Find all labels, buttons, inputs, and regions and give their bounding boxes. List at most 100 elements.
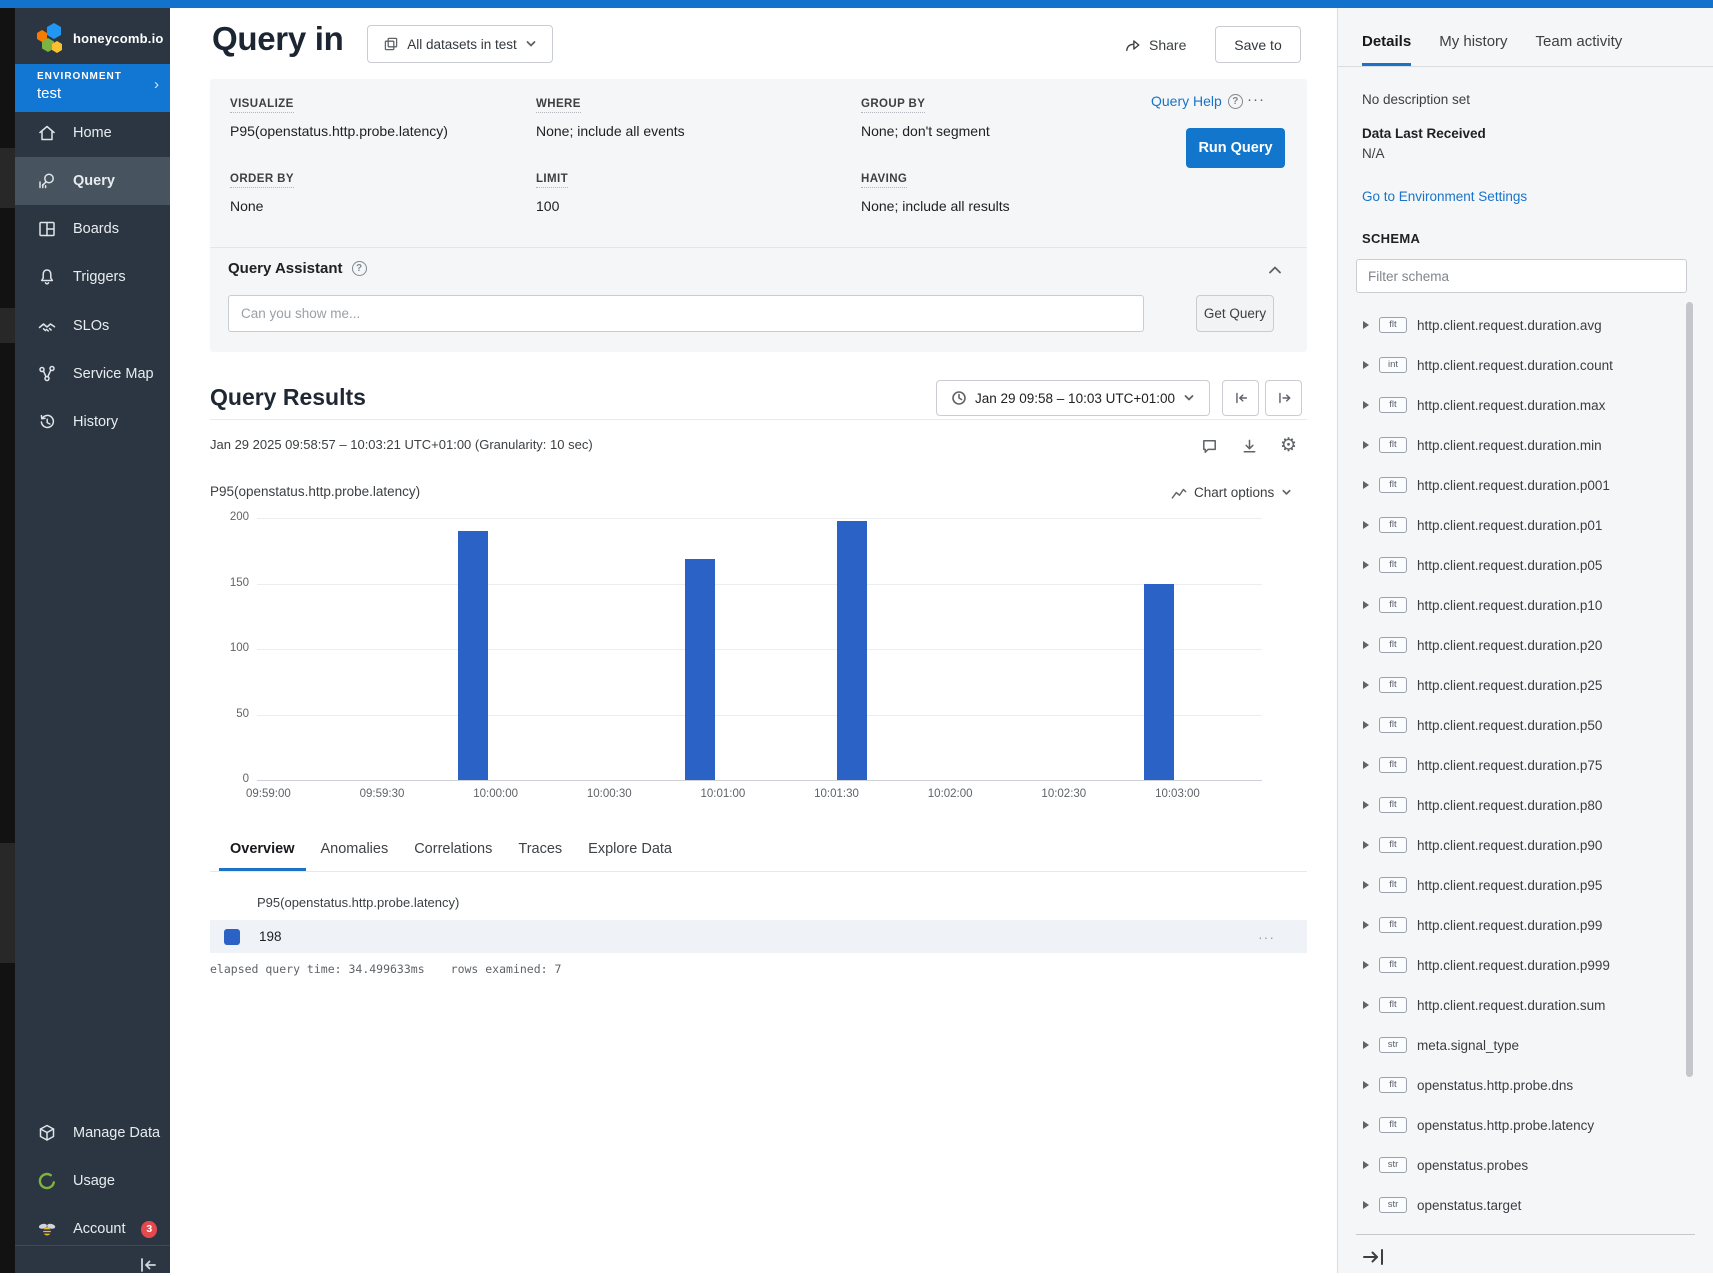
where-field[interactable]: WHERE None; include all events [536,94,685,139]
row-menu-icon[interactable]: ··· [1258,929,1275,945]
tab-correlations[interactable]: Correlations [403,841,503,871]
tab-my-history[interactable]: My history [1439,33,1507,66]
tab-traces[interactable]: Traces [507,841,573,871]
expand-triangle-icon[interactable] [1363,401,1369,409]
schema-field-row[interactable]: flthttp.client.request.duration.p50 [1356,705,1686,745]
limit-field[interactable]: LIMIT 100 [536,169,568,214]
schema-field-row[interactable]: strmeta.signal_type [1356,1025,1686,1065]
expand-triangle-icon[interactable] [1363,601,1369,609]
time-back-button[interactable] [1222,380,1259,416]
expand-triangle-icon[interactable] [1363,801,1369,809]
expand-triangle-icon[interactable] [1363,1161,1369,1169]
schema-field-row[interactable]: flthttp.client.request.duration.p999 [1356,945,1686,985]
expand-triangle-icon[interactable] [1363,681,1369,689]
sidebar-item-boards[interactable]: Boards [15,205,170,253]
time-forward-button[interactable] [1265,380,1302,416]
query-menu-icon[interactable]: ··· [1247,91,1265,108]
chart-bar[interactable] [458,531,488,780]
order-by-field[interactable]: ORDER BY None [230,169,294,214]
tab-details[interactable]: Details [1362,33,1411,66]
having-label: HAVING [861,173,907,188]
chart-bar[interactable] [1144,584,1174,781]
assistant-prompt-input[interactable] [228,295,1144,332]
chart-bar[interactable] [685,559,715,780]
bell-icon [37,267,57,287]
sidebar-item-triggers[interactable]: Triggers [15,253,170,301]
sidebar-item-query[interactable]: Query [15,157,170,205]
gear-icon[interactable]: ⚙ [1280,434,1297,457]
expand-triangle-icon[interactable] [1363,1081,1369,1089]
schema-field-row[interactable]: flthttp.client.request.duration.p25 [1356,665,1686,705]
environment-switcher[interactable]: ENVIRONMENT test › [15,64,170,112]
chevron-up-icon[interactable] [1267,263,1283,277]
schema-scrollbar[interactable] [1686,302,1693,1077]
schema-filter-input[interactable] [1356,259,1687,293]
honeycomb-logo[interactable]: honeycomb.io [15,12,170,64]
tab-anomalies[interactable]: Anomalies [310,841,400,871]
expand-triangle-icon[interactable] [1363,441,1369,449]
help-circle-icon[interactable]: ? [352,261,367,276]
expand-triangle-icon[interactable] [1363,561,1369,569]
schema-field-row[interactable]: stropenstatus.probes [1356,1145,1686,1185]
expand-triangle-icon[interactable] [1363,321,1369,329]
schema-field-row[interactable]: flthttp.client.request.duration.p99 [1356,905,1686,945]
schema-field-row[interactable]: flthttp.client.request.duration.p75 [1356,745,1686,785]
comment-icon[interactable] [1200,437,1219,456]
run-query-button[interactable]: Run Query [1186,128,1285,168]
schema-field-row[interactable]: flthttp.client.request.duration.p01 [1356,505,1686,545]
expand-triangle-icon[interactable] [1363,1121,1369,1129]
sidebar-item-service-map[interactable]: Service Map [15,350,170,398]
schema-field-row[interactable]: flthttp.client.request.duration.p80 [1356,785,1686,825]
summary-table-row[interactable]: 198 ··· [210,920,1307,953]
schema-field-row[interactable]: flthttp.client.request.duration.p10 [1356,585,1686,625]
expand-triangle-icon[interactable] [1363,961,1369,969]
expand-triangle-icon[interactable] [1363,881,1369,889]
download-icon[interactable] [1240,437,1259,456]
schema-field-row[interactable]: flthttp.client.request.duration.min [1356,425,1686,465]
schema-field-row[interactable]: flthttp.client.request.duration.p90 [1356,825,1686,865]
environment-settings-link[interactable]: Go to Environment Settings [1362,189,1527,204]
expand-triangle-icon[interactable] [1363,641,1369,649]
expand-triangle-icon[interactable] [1363,1201,1369,1209]
sidebar-item-history[interactable]: History [15,398,170,446]
schema-field-row[interactable]: flthttp.client.request.duration.sum [1356,985,1686,1025]
schema-field-row[interactable]: flthttp.client.request.duration.max [1356,385,1686,425]
schema-field-row[interactable]: flthttp.client.request.duration.p05 [1356,545,1686,585]
schema-field-row[interactable]: flthttp.client.request.duration.p95 [1356,865,1686,905]
time-range-picker[interactable]: Jan 29 09:58 – 10:03 UTC+01:00 [936,380,1210,416]
expand-triangle-icon[interactable] [1363,921,1369,929]
save-to-button[interactable]: Save to [1215,26,1301,63]
expand-triangle-icon[interactable] [1363,721,1369,729]
collapse-panel-icon[interactable] [1361,1245,1387,1269]
dataset-selector[interactable]: All datasets in test [367,25,553,63]
expand-triangle-icon[interactable] [1363,521,1369,529]
schema-field-row[interactable]: inthttp.client.request.duration.count [1356,345,1686,385]
tab-overview[interactable]: Overview [219,841,306,871]
sidebar-item-manage-data[interactable]: Manage Data [15,1109,170,1157]
sidebar-item-usage[interactable]: Usage [15,1157,170,1205]
expand-triangle-icon[interactable] [1363,761,1369,769]
get-query-button[interactable]: Get Query [1196,295,1274,332]
tab-explore-data[interactable]: Explore Data [577,841,683,871]
expand-triangle-icon[interactable] [1363,1041,1369,1049]
tab-team-activity[interactable]: Team activity [1536,33,1623,66]
having-field[interactable]: HAVING None; include all results [861,169,1010,214]
schema-field-row[interactable]: stropenstatus.target [1356,1185,1686,1225]
group-by-field[interactable]: GROUP BY None; don't segment [861,94,990,139]
schema-field-row[interactable]: fltopenstatus.http.probe.latency [1356,1105,1686,1145]
schema-field-row[interactable]: fltopenstatus.http.probe.dns [1356,1065,1686,1105]
share-button[interactable]: Share [1124,33,1186,57]
query-help-link[interactable]: Query Help ? [1151,93,1243,109]
expand-triangle-icon[interactable] [1363,841,1369,849]
expand-triangle-icon[interactable] [1363,1001,1369,1009]
expand-triangle-icon[interactable] [1363,481,1369,489]
expand-triangle-icon[interactable] [1363,361,1369,369]
sidebar-item-home[interactable]: Home [15,109,170,157]
visualize-field[interactable]: VISUALIZE P95(openstatus.http.probe.late… [230,94,448,139]
chart-options-button[interactable]: Chart options [1171,485,1292,500]
schema-field-row[interactable]: flthttp.client.request.duration.avg [1356,305,1686,345]
schema-field-row[interactable]: flthttp.client.request.duration.p20 [1356,625,1686,665]
chart-bar[interactable] [837,521,867,780]
schema-field-row[interactable]: flthttp.client.request.duration.p001 [1356,465,1686,505]
sidebar-item-slos[interactable]: SLOs [15,302,170,350]
